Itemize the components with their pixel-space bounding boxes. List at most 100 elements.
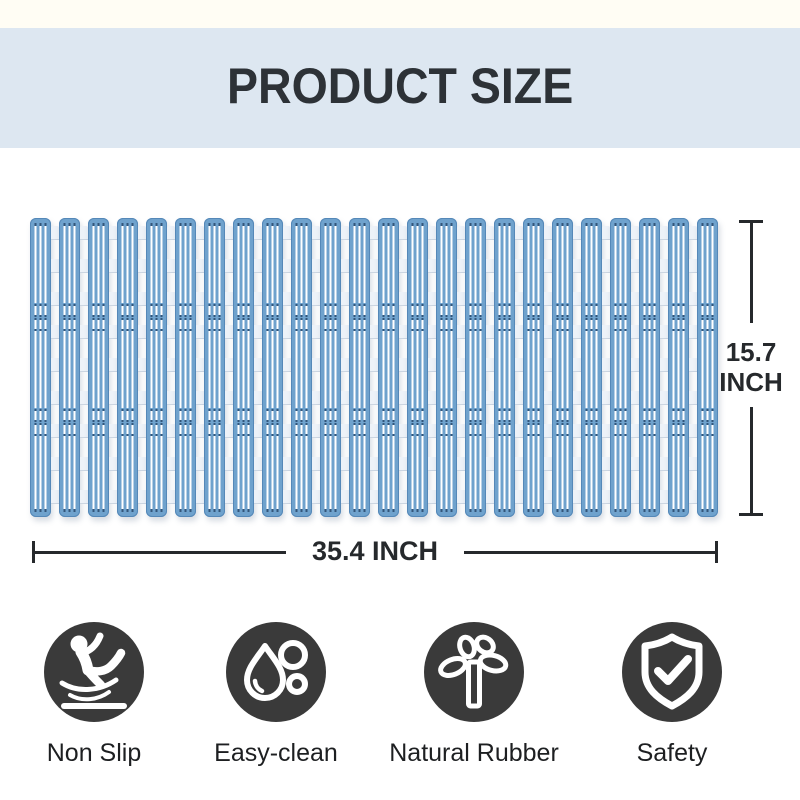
feature-non-slip: Non Slip (0, 622, 204, 768)
slat-connector-band (410, 408, 425, 436)
slat-stripes (178, 223, 193, 512)
mat-slat (610, 218, 639, 517)
mat-slat (407, 218, 436, 517)
mat-slat (581, 218, 610, 517)
slat-connector-band (91, 408, 106, 436)
slat-connector-band (149, 408, 164, 436)
slat-stripes (323, 223, 338, 512)
slat-connector-band (613, 303, 628, 331)
slat-connector-band (555, 408, 570, 436)
page-title: PRODUCT SIZE (226, 58, 574, 114)
slat-connector-band (91, 303, 106, 331)
slat-stripes (33, 223, 48, 512)
slat-connector-band (352, 303, 367, 331)
slat-stripes (497, 223, 512, 512)
mat-slat (175, 218, 204, 517)
slat-connector-band (323, 303, 338, 331)
slat-stripes (236, 223, 251, 512)
mat-slat (30, 218, 59, 517)
top-strip (0, 0, 800, 28)
feature-label: Safety (636, 739, 708, 767)
slat-stripes (91, 223, 106, 512)
slat-connector-band (236, 303, 251, 331)
width-dimension-label: 35.4 INCH (311, 535, 439, 566)
feature-safety: Safety (562, 622, 782, 768)
slat-connector-band (439, 408, 454, 436)
slat-connector-band (178, 303, 193, 331)
feature-label: Non Slip (46, 739, 142, 767)
slat-connector-band (62, 303, 77, 331)
dimension-line-segment (35, 550, 286, 554)
slat-stripes (120, 223, 135, 512)
feature-label: Natural Rubber (389, 739, 559, 767)
slat-connector-band (439, 303, 454, 331)
slat-stripes (62, 223, 77, 512)
slat-connector-band (323, 408, 338, 436)
mat-slat (697, 218, 718, 517)
height-value: 15.7 (725, 337, 777, 367)
height-dimension: 15.7 INCH (719, 220, 783, 516)
dimension-end-cap (715, 541, 718, 563)
slat-connector-band (468, 303, 483, 331)
bath-mat-illustration (30, 218, 718, 517)
slat-connector-band (613, 408, 628, 436)
slat-connector-band (265, 408, 280, 436)
slat-connector-band (207, 408, 222, 436)
slat-connector-band (207, 303, 222, 331)
mat-slat (320, 218, 349, 517)
mat-slat (88, 218, 117, 517)
non-slip-icon (44, 622, 144, 722)
slat-stripes (410, 223, 425, 512)
mat-slat (349, 218, 378, 517)
slat-stripes (381, 223, 396, 512)
mat-slat (291, 218, 320, 517)
slat-connector-band (120, 303, 135, 331)
height-unit: INCH (719, 367, 783, 397)
mat-slat (668, 218, 697, 517)
slat-connector-band (62, 408, 77, 436)
slat-connector-band (178, 408, 193, 436)
slat-stripes (207, 223, 222, 512)
slat-connector-band (671, 303, 686, 331)
slat-connector-band (236, 408, 251, 436)
dimension-line-segment (749, 223, 753, 323)
dimension-line-segment (749, 407, 753, 513)
mat-slat (465, 218, 494, 517)
slat-stripes (613, 223, 628, 512)
feature-easy-clean: Easy-clean (166, 622, 386, 768)
slat-connector-band (526, 408, 541, 436)
slat-connector-band (381, 303, 396, 331)
mat-slat (262, 218, 291, 517)
slat-connector-band (642, 408, 657, 436)
slat-connector-band (149, 303, 164, 331)
slat-connector-band (294, 303, 309, 331)
mat-slat (59, 218, 88, 517)
slat-connector-band (700, 408, 715, 436)
slat-stripes (265, 223, 280, 512)
slat-stripes (352, 223, 367, 512)
mat-slat (233, 218, 262, 517)
slat-stripes (555, 223, 570, 512)
natural-rubber-icon (424, 622, 524, 722)
mat-slat (146, 218, 175, 517)
slat-connector-band (555, 303, 570, 331)
header-banner: PRODUCT SIZE (0, 28, 800, 148)
safety-icon (622, 622, 722, 722)
slat-connector-band (294, 408, 309, 436)
slat-stripes (700, 223, 715, 512)
slat-connector-band (497, 303, 512, 331)
mat-slat (204, 218, 233, 517)
slat-stripes (439, 223, 454, 512)
dimension-end-cap (739, 220, 763, 223)
slat-stripes (526, 223, 541, 512)
slat-connector-band (33, 303, 48, 331)
slat-connector-band (584, 303, 599, 331)
slat-connector-band (33, 408, 48, 436)
feature-list: Non Slip Easy-clean (0, 622, 800, 782)
slat-stripes (584, 223, 599, 512)
mat-slat (117, 218, 146, 517)
slat-connector-band (642, 303, 657, 331)
height-dimension-label: 15.7 INCH (703, 337, 799, 397)
dimension-line-segment (464, 550, 715, 554)
